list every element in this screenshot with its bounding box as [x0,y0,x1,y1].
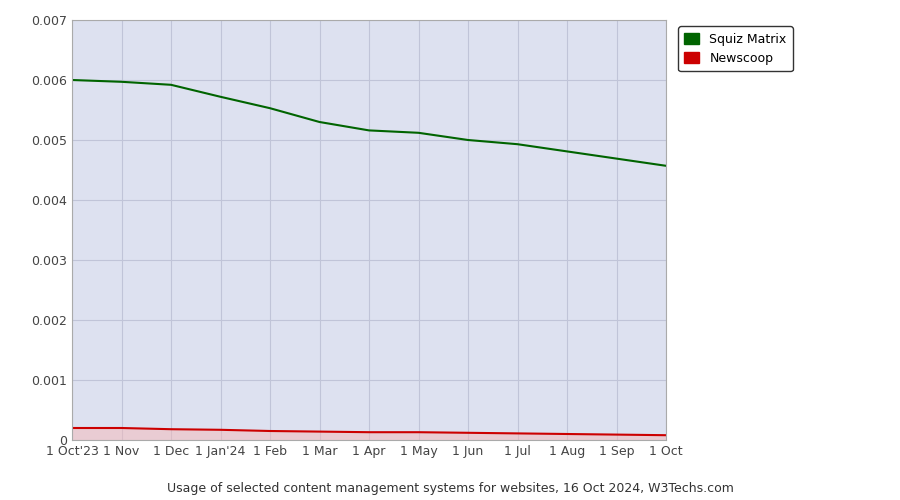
Squiz Matrix [166,82,176,88]
Squiz Matrix [562,148,572,154]
Legend: Squiz Matrix, Newscoop: Squiz Matrix, Newscoop [679,26,793,71]
Newscoop [67,425,77,431]
Squiz Matrix [116,79,127,85]
Newscoop [463,430,473,436]
Line: Squiz Matrix: Squiz Matrix [72,80,666,166]
Newscoop [562,431,572,437]
Squiz Matrix [265,105,275,111]
Squiz Matrix [661,163,671,169]
Newscoop [166,426,176,432]
Text: Usage of selected content management systems for websites, 16 Oct 2024, W3Techs.: Usage of selected content management sys… [166,482,733,495]
Squiz Matrix [413,130,424,136]
Newscoop [265,428,275,434]
Squiz Matrix [611,156,622,162]
Newscoop [314,428,325,434]
Squiz Matrix [463,137,473,143]
Line: Newscoop: Newscoop [72,428,666,435]
Newscoop [215,427,226,433]
Newscoop [611,432,622,438]
Squiz Matrix [512,141,523,147]
Newscoop [512,430,523,436]
Squiz Matrix [314,119,325,125]
Squiz Matrix [67,77,77,83]
Squiz Matrix [364,128,374,134]
Newscoop [364,429,374,435]
Newscoop [413,429,424,435]
Newscoop [116,425,127,431]
Newscoop [661,432,671,438]
Squiz Matrix [215,94,226,100]
